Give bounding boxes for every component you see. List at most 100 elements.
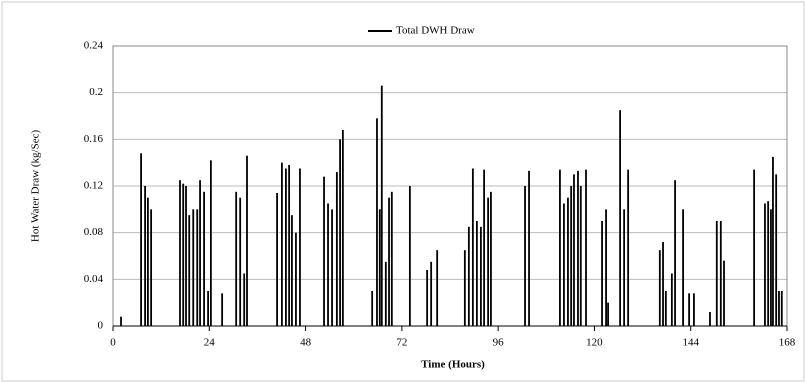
bar (426, 270, 429, 326)
bar (658, 250, 661, 326)
bar (323, 176, 325, 326)
bar (327, 203, 329, 326)
bar (767, 201, 770, 326)
bar (623, 209, 626, 326)
bar (577, 170, 579, 326)
bar (221, 293, 224, 326)
y-tick-label: 0.24 (84, 40, 104, 52)
legend-label: Total DWH Draw (396, 25, 475, 37)
bar (339, 139, 341, 326)
bar (471, 168, 474, 326)
bar (390, 191, 393, 326)
y-tick-label: 0 (98, 320, 104, 332)
bar (196, 209, 199, 326)
bar (378, 209, 381, 326)
bar (570, 186, 573, 326)
x-tick-label: 120 (586, 337, 603, 349)
bar (199, 180, 201, 326)
y-tick-label: 0.2 (89, 86, 103, 98)
y-tick-label: 0.12 (84, 180, 103, 192)
bar (567, 197, 569, 326)
bar (563, 203, 565, 326)
bar (147, 197, 149, 326)
bar (475, 221, 478, 326)
bar (559, 169, 561, 326)
y-tick-label: 0.16 (84, 133, 104, 145)
bar (524, 186, 526, 326)
bar (775, 174, 778, 326)
bar (467, 226, 470, 326)
x-tick-label: 0 (110, 337, 116, 349)
bar (764, 203, 766, 326)
bar (243, 273, 246, 326)
bar (291, 215, 293, 326)
bar (188, 215, 191, 326)
bar (185, 186, 187, 326)
bar (207, 291, 209, 326)
bar (150, 209, 153, 326)
bar (723, 260, 725, 326)
bar (179, 180, 181, 326)
bar (288, 165, 291, 326)
y-tick-label: 0.08 (84, 226, 104, 238)
bar (605, 209, 607, 326)
bar (693, 293, 695, 326)
bar (436, 250, 439, 326)
bar (341, 130, 344, 326)
bar (585, 169, 587, 326)
bar (778, 291, 780, 326)
bar (753, 169, 756, 326)
bar (246, 155, 248, 326)
x-tick-label: 72 (396, 337, 407, 349)
bar (335, 172, 338, 326)
bar (182, 183, 185, 326)
bar (430, 261, 433, 326)
bar (772, 156, 774, 326)
bar (299, 168, 301, 326)
bar (192, 209, 195, 326)
bar (674, 180, 676, 326)
bar (528, 170, 530, 326)
x-axis-label: Time (Hours) (421, 359, 485, 371)
bar (715, 221, 718, 326)
bar (384, 261, 387, 326)
bar (490, 191, 492, 326)
bar (239, 197, 242, 326)
bar (709, 312, 711, 326)
bar (209, 160, 212, 326)
bar (371, 291, 374, 326)
bar (203, 191, 205, 326)
bar (388, 197, 390, 326)
bar (573, 174, 575, 326)
bar (487, 197, 490, 326)
bar (331, 209, 333, 326)
bar (281, 162, 283, 326)
bar (719, 221, 722, 326)
x-tick-label: 96 (493, 337, 505, 349)
bar (664, 291, 667, 326)
bar (682, 209, 684, 326)
bar (285, 168, 287, 326)
bar (579, 186, 582, 326)
bar (688, 293, 691, 326)
x-tick-label: 24 (204, 337, 216, 349)
x-tick-label: 168 (779, 337, 796, 349)
bar (380, 85, 383, 327)
bar (770, 209, 772, 326)
bar (607, 302, 609, 326)
bar (408, 186, 411, 326)
bar (483, 169, 486, 326)
bar (780, 291, 783, 326)
bar (463, 250, 466, 326)
x-tick-label: 48 (300, 337, 312, 349)
bar (662, 242, 664, 326)
bar (120, 316, 122, 326)
bar (140, 153, 142, 326)
bar (627, 169, 630, 326)
bar (295, 232, 297, 326)
y-tick-label: 0.04 (84, 273, 104, 285)
bar (479, 226, 482, 326)
bar (235, 191, 238, 326)
